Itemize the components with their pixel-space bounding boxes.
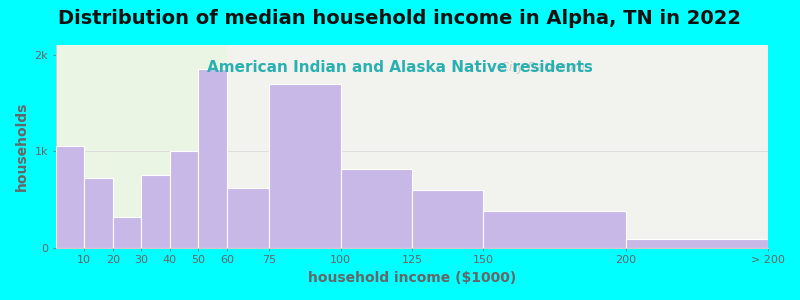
Text: American Indian and Alaska Native residents: American Indian and Alaska Native reside…	[207, 60, 593, 75]
Bar	[626, 239, 768, 248]
Bar	[226, 188, 270, 248]
Text: Distribution of median household income in Alpha, TN in 2022: Distribution of median household income …	[58, 9, 742, 28]
Bar	[84, 178, 113, 248]
Bar	[341, 169, 412, 248]
Bar	[56, 146, 84, 248]
Bar	[113, 217, 142, 248]
Bar	[142, 176, 170, 248]
Text: City-Data.com: City-Data.com	[498, 61, 586, 74]
Bar	[483, 211, 626, 248]
Bar	[270, 84, 341, 248]
Bar	[170, 151, 198, 248]
Y-axis label: households: households	[15, 102, 29, 191]
Bar	[412, 190, 483, 248]
Bar	[198, 69, 226, 248]
X-axis label: household income ($1000): household income ($1000)	[308, 271, 516, 285]
Bar	[56, 45, 226, 248]
